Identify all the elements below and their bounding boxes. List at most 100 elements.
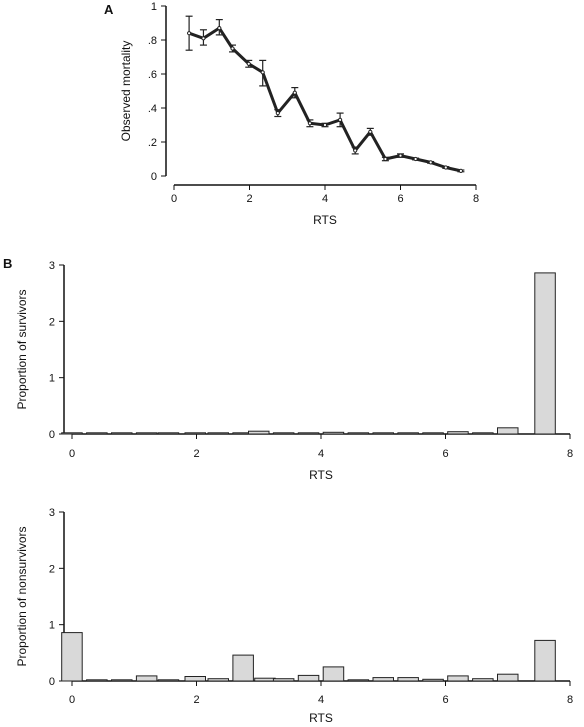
mortality-line xyxy=(188,26,462,173)
histogram-bar xyxy=(397,432,419,435)
panel-label-b: B xyxy=(3,256,12,271)
histogram-bar xyxy=(472,432,494,435)
histogram-bar xyxy=(135,675,158,682)
histogram-bar xyxy=(254,677,276,682)
y-axis-title: Observed mortality xyxy=(119,41,133,142)
data-point xyxy=(398,153,403,158)
data-point xyxy=(353,148,358,153)
panel-label-a: A xyxy=(104,2,114,17)
histogram-bar xyxy=(534,272,556,435)
histogram-bar xyxy=(272,432,295,435)
y-tick-label: .2 xyxy=(148,137,157,149)
histogram-bar xyxy=(497,427,519,435)
x-tick-label: 6 xyxy=(442,448,448,460)
histogram-bar xyxy=(207,432,229,435)
histogram-bar xyxy=(111,679,133,682)
nonsurvivors-bar-chart: 0 1 2 3 0 2 4 6 8 RTS Proportion of nonsurvivors xyxy=(15,507,573,725)
y-tick-label: .4 xyxy=(148,103,157,115)
histogram-bar xyxy=(372,432,394,435)
x-tick-label: 2 xyxy=(246,193,252,205)
histogram-bar xyxy=(422,432,444,435)
y-tick-label: 1 xyxy=(151,1,157,13)
y-tick-label: 1 xyxy=(49,620,55,632)
y-tick-label: 2 xyxy=(49,563,55,575)
histogram-bar xyxy=(111,432,133,435)
histogram-bar xyxy=(157,679,180,682)
y-tick-label: 3 xyxy=(49,507,55,519)
data-point xyxy=(230,46,235,51)
histogram-bar xyxy=(232,654,254,682)
data-point xyxy=(458,168,463,173)
x-axis-title: RTS xyxy=(309,468,333,482)
y-tick-label: 0 xyxy=(49,429,55,441)
x-tick-label: 2 xyxy=(193,448,199,460)
histogram-bar xyxy=(422,678,444,682)
data-point xyxy=(275,111,280,116)
histogram-bar xyxy=(61,632,83,682)
histogram-bar xyxy=(347,679,370,682)
data-point xyxy=(338,117,343,123)
data-point xyxy=(187,31,192,36)
histogram-bar xyxy=(86,679,108,682)
y-tick-label: .8 xyxy=(148,35,157,47)
histogram-bar xyxy=(447,675,469,682)
y-tick-label: 2 xyxy=(49,316,55,328)
y-tick-label: .6 xyxy=(148,69,157,81)
histogram-bar xyxy=(534,639,556,682)
y-tick-label: 3 xyxy=(49,260,55,272)
x-axis-title: RTS xyxy=(309,711,333,725)
x-axis-title: RTS xyxy=(313,213,337,227)
y-tick-label: 0 xyxy=(49,676,55,688)
y-axis-title: Proportion of survivors xyxy=(15,289,29,409)
x-tick-label: 8 xyxy=(473,193,479,205)
histogram-bar xyxy=(184,432,206,435)
data-point xyxy=(368,129,373,134)
data-point xyxy=(383,156,388,162)
x-tick-label: 8 xyxy=(567,694,573,706)
data-point xyxy=(217,26,222,31)
x-tick-label: 0 xyxy=(69,448,75,460)
data-point xyxy=(413,156,418,162)
x-tick-label: 6 xyxy=(442,694,448,706)
x-tick-label: 4 xyxy=(318,448,324,460)
histogram-bar xyxy=(61,432,83,435)
data-point xyxy=(443,165,448,170)
data-point xyxy=(307,121,312,126)
x-tick-label: 4 xyxy=(318,694,324,706)
histogram-bar xyxy=(372,677,394,682)
histogram-bar xyxy=(322,666,345,682)
x-tick-label: 2 xyxy=(193,694,199,706)
data-point xyxy=(292,90,297,95)
y-tick-label: 1 xyxy=(49,373,55,385)
histogram-bar xyxy=(472,678,494,682)
x-tick-label: 4 xyxy=(322,193,328,205)
x-tick-label: 8 xyxy=(567,448,573,460)
histogram-bar xyxy=(297,432,320,435)
histogram-bar xyxy=(447,431,469,435)
histogram-bar xyxy=(347,432,370,435)
histogram-bar xyxy=(297,674,320,682)
histogram-bar xyxy=(272,678,295,682)
data-point xyxy=(428,160,433,165)
x-tick-label: 0 xyxy=(171,193,177,205)
histogram-bar xyxy=(207,678,229,682)
y-axis-title: Proportion of nonsurvivors xyxy=(15,526,29,666)
y-tick-label: 0 xyxy=(151,171,157,183)
histogram-bar xyxy=(157,432,180,435)
data-point xyxy=(322,122,328,128)
histogram-bar xyxy=(397,677,419,682)
x-tick-label: 0 xyxy=(69,694,75,706)
survivors-bar-chart: 0 1 2 3 0 2 4 6 8 RTS Proportion of survivors xyxy=(15,260,573,482)
histogram-bar xyxy=(322,431,345,435)
histogram-bar xyxy=(86,432,108,435)
data-point xyxy=(201,36,206,41)
data-point xyxy=(260,70,265,75)
data-point xyxy=(246,61,251,66)
histogram-bar xyxy=(497,673,519,682)
histogram-bar xyxy=(184,676,206,682)
histogram-bar xyxy=(135,432,158,435)
histogram-bar xyxy=(248,430,270,435)
mortality-line-chart: 0 .2 .4 .6 .8 1 0 2 4 6 8 RTS Observed mortality xyxy=(119,1,479,227)
x-tick-label: 6 xyxy=(397,193,403,205)
